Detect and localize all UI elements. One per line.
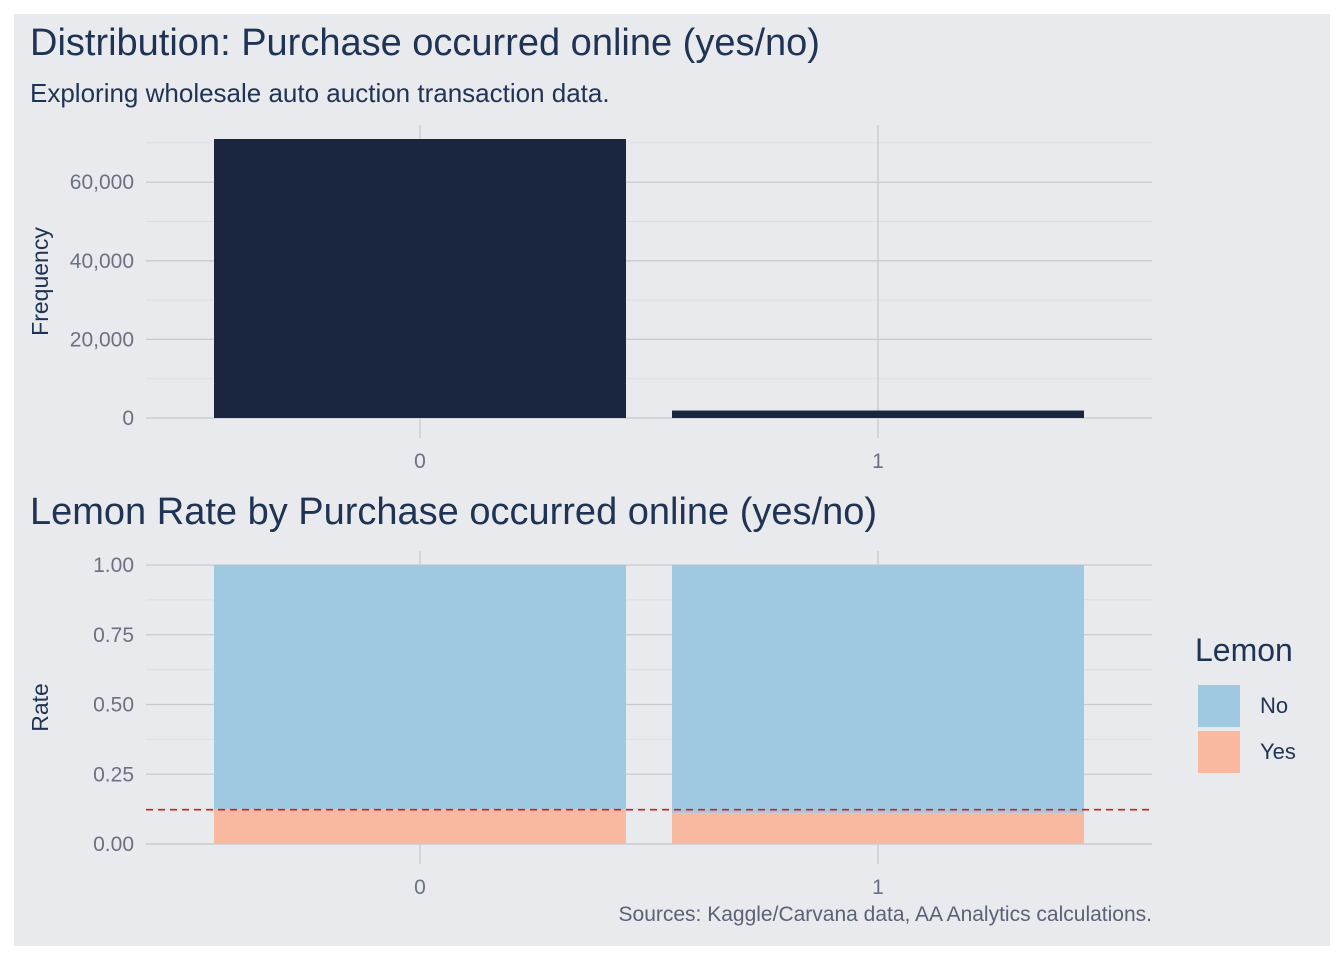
- y-tick-label: 40,000: [70, 250, 134, 273]
- x-tick-label: 1: [872, 876, 884, 899]
- y-axis-title: Frequency: [27, 227, 53, 336]
- legend-swatch-yes: [1198, 731, 1240, 773]
- legend-label-yes: Yes: [1260, 739, 1296, 764]
- y-tick-label: 0.25: [93, 763, 134, 786]
- y-tick-label: 0.00: [93, 833, 134, 856]
- x-tick-label: 0: [414, 876, 426, 899]
- legend-title: Lemon: [1195, 632, 1293, 668]
- y-tick-label: 20,000: [70, 328, 134, 351]
- top-chart-subtitle: Exploring wholesale auto auction transac…: [30, 78, 610, 108]
- bar-0-yes: [214, 809, 626, 844]
- y-axis-title: Rate: [27, 683, 53, 732]
- y-tick-label: 1.00: [93, 554, 134, 577]
- y-tick-label: 0.50: [93, 694, 134, 717]
- x-tick-label: 0: [414, 450, 426, 473]
- legend-item-yes: Yes: [1198, 731, 1328, 775]
- bar-0-no: [214, 565, 626, 810]
- caption: Sources: Kaggle/Carvana data, AA Analyti…: [618, 903, 1152, 926]
- bottom-chart-title: Lemon Rate by Purchase occurred online (…: [30, 491, 878, 533]
- legend-swatch-no: [1198, 685, 1240, 727]
- bar-0: [214, 139, 626, 418]
- bar-1-no: [672, 565, 1084, 813]
- legend-item-no: No: [1198, 685, 1328, 729]
- y-tick-label: 60,000: [70, 171, 134, 194]
- y-tick-label: 0.75: [93, 624, 134, 647]
- y-tick-label: 0: [122, 407, 134, 430]
- legend-label-no: No: [1260, 693, 1289, 718]
- top-chart-title: Distribution: Purchase occurred online (…: [30, 22, 820, 64]
- bar-1: [672, 410, 1084, 418]
- x-tick-label: 1: [872, 450, 884, 473]
- bar-1-yes: [672, 812, 1084, 844]
